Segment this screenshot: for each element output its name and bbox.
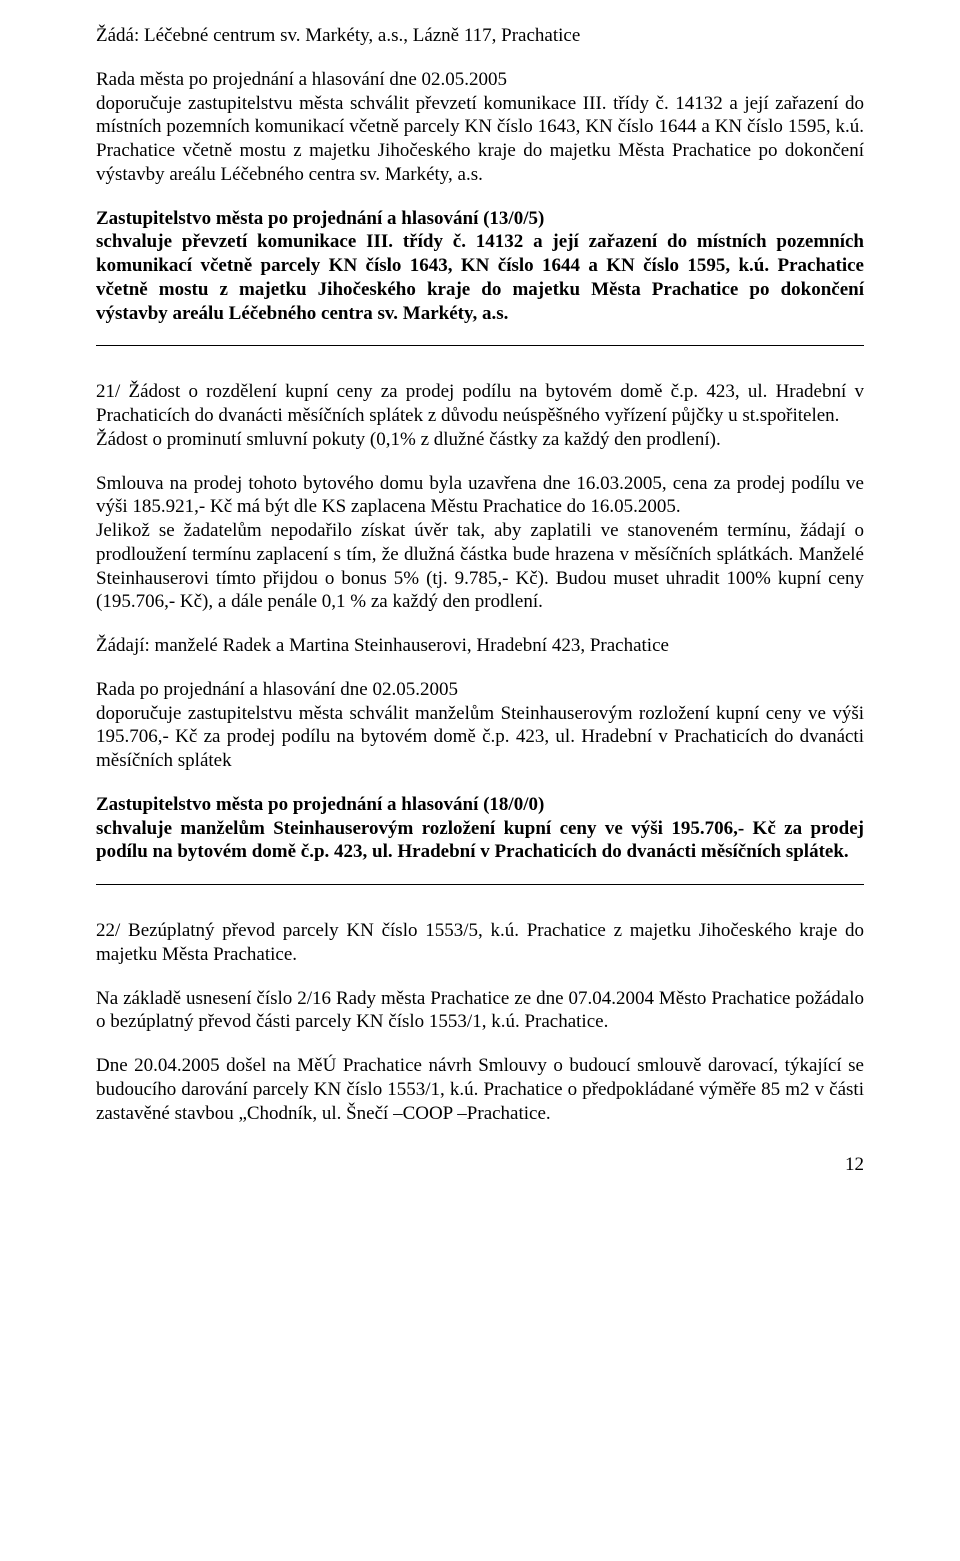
item-22-contract-proposal: Dne 20.04.2005 došel na MěÚ Prachatice n… [96, 1054, 864, 1125]
council-date-line-2: Rada po projednání a hlasování dne 02.05… [96, 678, 864, 702]
assembly-resolution-1: schvaluje převzetí komunikace III. třídy… [96, 230, 864, 325]
item-21-details: Jelikož se žadatelům nepodařilo získat ú… [96, 519, 864, 614]
section-divider-1 [96, 345, 864, 346]
item-21-request: 21/ Žádost o rozdělení kupní ceny za pro… [96, 380, 864, 428]
assembly-vote-heading-2: Zastupitelstvo města po projednání a hla… [96, 793, 864, 817]
item-22-basis: Na základě usnesení číslo 2/16 Rady měst… [96, 987, 864, 1035]
assembly-vote-heading-1: Zastupitelstvo města po projednání a hla… [96, 207, 864, 231]
item-21-applicants: Žádají: manželé Radek a Martina Steinhau… [96, 634, 864, 658]
council-date-line-1: Rada města po projednání a hlasování dne… [96, 68, 864, 92]
assembly-resolution-2: schvaluje manželům Steinhauserovým rozlo… [96, 817, 864, 865]
item-21-penalty-request: Žádost o prominutí smluvní pokuty (0,1% … [96, 428, 864, 452]
page-number: 12 [96, 1153, 864, 1177]
section-divider-2 [96, 884, 864, 885]
item-21-contract-info: Smlouva na prodej tohoto bytového domu b… [96, 472, 864, 520]
council-recommendation-2: doporučuje zastupitelstvu města schválit… [96, 702, 864, 773]
item-22-heading: 22/ Bezúplatný převod parcely KN číslo 1… [96, 919, 864, 967]
council-recommendation-1: doporučuje zastupitelstvu města schválit… [96, 92, 864, 187]
document-page: Žádá: Léčebné centrum sv. Markéty, a.s.,… [0, 0, 960, 1201]
requestor-line: Žádá: Léčebné centrum sv. Markéty, a.s.,… [96, 24, 864, 48]
